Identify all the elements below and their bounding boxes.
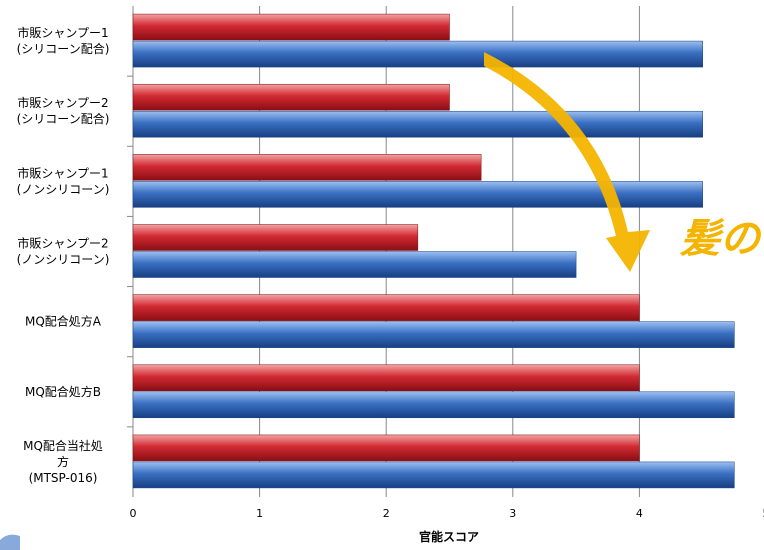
category-label: 市販シャンプー1 — [17, 25, 108, 40]
category-label: (シリコーン配合) — [17, 41, 110, 56]
category-labels: 市販シャンプー1(シリコーン配合)市販シャンプー2(シリコーン配合)市販シャンプ… — [17, 25, 110, 485]
category-label: 市販シャンプー2 — [17, 95, 108, 110]
bar-series1-cat4 — [132, 321, 735, 348]
x-tick-label-4: 4 — [636, 507, 643, 520]
bars — [132, 13, 735, 489]
bar-series0-cat6 — [132, 434, 640, 462]
bar-series0-cat2 — [132, 154, 482, 181]
bar-series1-cat5 — [132, 391, 735, 419]
category-label: (ノンシリコーン) — [17, 182, 110, 196]
arrow-shaft — [484, 52, 650, 272]
x-tick-label-1: 1 — [256, 507, 263, 520]
bar-series0-cat4 — [132, 294, 640, 321]
callout-arrow — [484, 52, 650, 272]
category-label: MQ配合当社処 — [23, 438, 103, 453]
bar-series1-cat3 — [132, 251, 577, 278]
x-tick-label-2: 2 — [383, 507, 390, 520]
bar-series1-cat1 — [132, 110, 703, 138]
category-label: 市販シャンプー1 — [17, 165, 108, 180]
category-label: (MTSP-016) — [29, 471, 98, 485]
x-tick-label-5: 5 — [763, 507, 764, 520]
category-label: (シリコーン配合) — [17, 111, 110, 126]
bar-series1-cat6 — [132, 461, 735, 489]
x-tick-labels: 0 1 2 3 4 5 — [130, 507, 764, 520]
bar-series0-cat1 — [132, 83, 450, 111]
category-label: MQ配合処方B — [25, 384, 101, 399]
x-tick-label-0: 0 — [130, 507, 137, 520]
corner-decoration — [0, 534, 20, 550]
x-tick-label-3: 3 — [509, 507, 516, 520]
bar-series0-cat5 — [132, 364, 640, 392]
category-label: 方 — [57, 454, 69, 469]
category-label: MQ配合処方A — [25, 314, 102, 329]
x-axis-title: 官能スコア — [419, 529, 479, 544]
category-label: 市販シャンプー2 — [17, 236, 108, 251]
callout-text: 髪の — [679, 216, 763, 262]
bar-series1-cat0 — [132, 40, 703, 68]
bar-series0-cat0 — [132, 13, 450, 41]
category-label: (ノンシリコーン) — [17, 253, 110, 267]
bar-series0-cat3 — [132, 224, 419, 251]
